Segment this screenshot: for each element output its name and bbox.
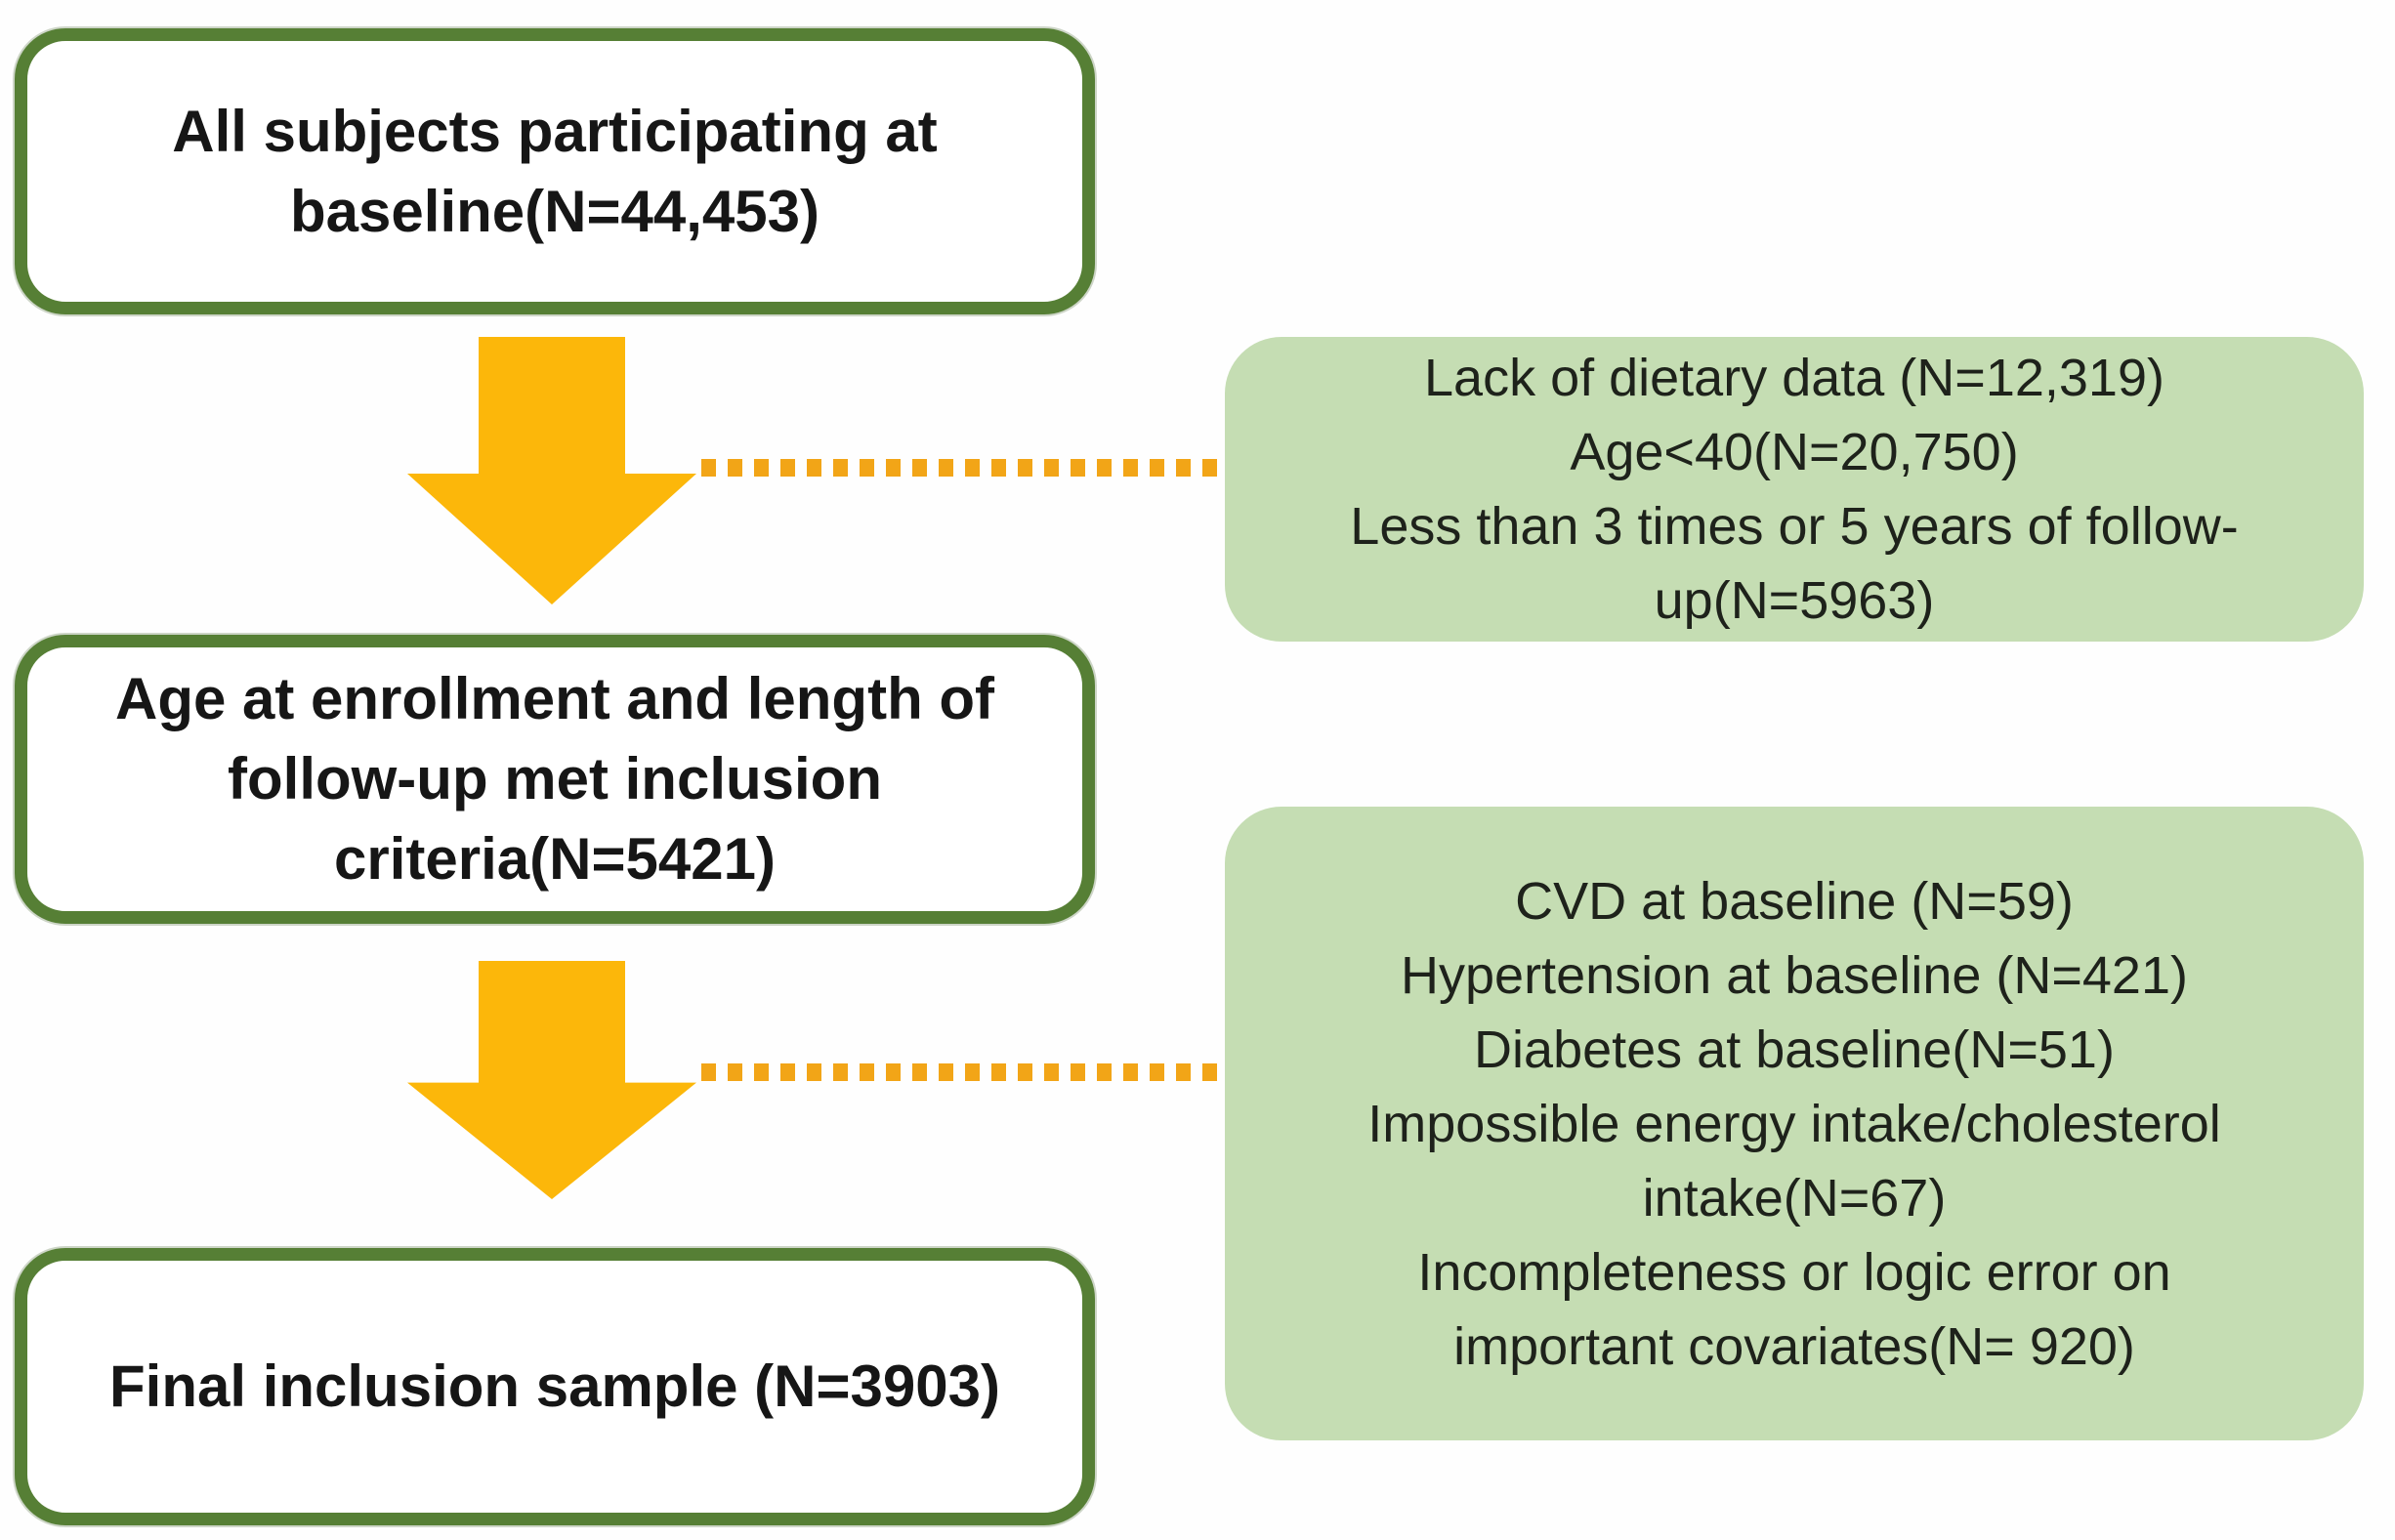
exclusion-box-baseline-criteria: Lack of dietary data (N=12,319) Age<40(N=… [1225, 337, 2364, 642]
text-line: intake(N=67) [1642, 1168, 1947, 1228]
stage-box-inclusion-criteria: Age at enrollment and length of follow-up… [15, 635, 1095, 924]
exclusion-box-health-criteria: CVD at baseline (N=59) Hypertension at ba… [1225, 807, 2364, 1440]
text-line: Incompleteness or logic error on [1417, 1242, 2171, 1302]
text-line: Age<40(N=20,750) [1570, 423, 2019, 481]
text-line: baseline(N=44,453) [290, 178, 819, 244]
text-line: Hypertension at baseline (N=421) [1401, 945, 2188, 1005]
text-line: Diabetes at baseline(N=51) [1474, 1020, 2115, 1079]
text-line: All subjects participating at [172, 98, 938, 164]
dotted-connector-line [701, 1063, 1227, 1081]
text-line: Lack of dietary data (N=12,319) [1424, 349, 2164, 407]
stage-box-all-subjects: All subjects participating at baseline(N=… [15, 28, 1095, 314]
stage-box-final-sample: Final inclusion sample (N=3903) [15, 1248, 1095, 1525]
text-line: Final inclusion sample (N=3903) [109, 1353, 1000, 1419]
text-line: criteria(N=5421) [334, 826, 776, 892]
text-line: CVD at baseline (N=59) [1515, 871, 2074, 931]
text-line: Age at enrollment and length of [114, 666, 995, 731]
text-line: Less than 3 times or 5 years of follow- [1350, 497, 2239, 556]
text-line: important covariates(N= 920) [1453, 1316, 2135, 1376]
text-line: follow-up met inclusion [228, 746, 882, 812]
text-line: up(N=5963) [1654, 571, 1935, 630]
text-line: Impossible energy intake/cholesterol [1367, 1094, 2221, 1153]
arrow-down-icon [407, 961, 696, 1199]
arrow-down-icon [407, 337, 696, 604]
dotted-connector-line [701, 459, 1227, 477]
